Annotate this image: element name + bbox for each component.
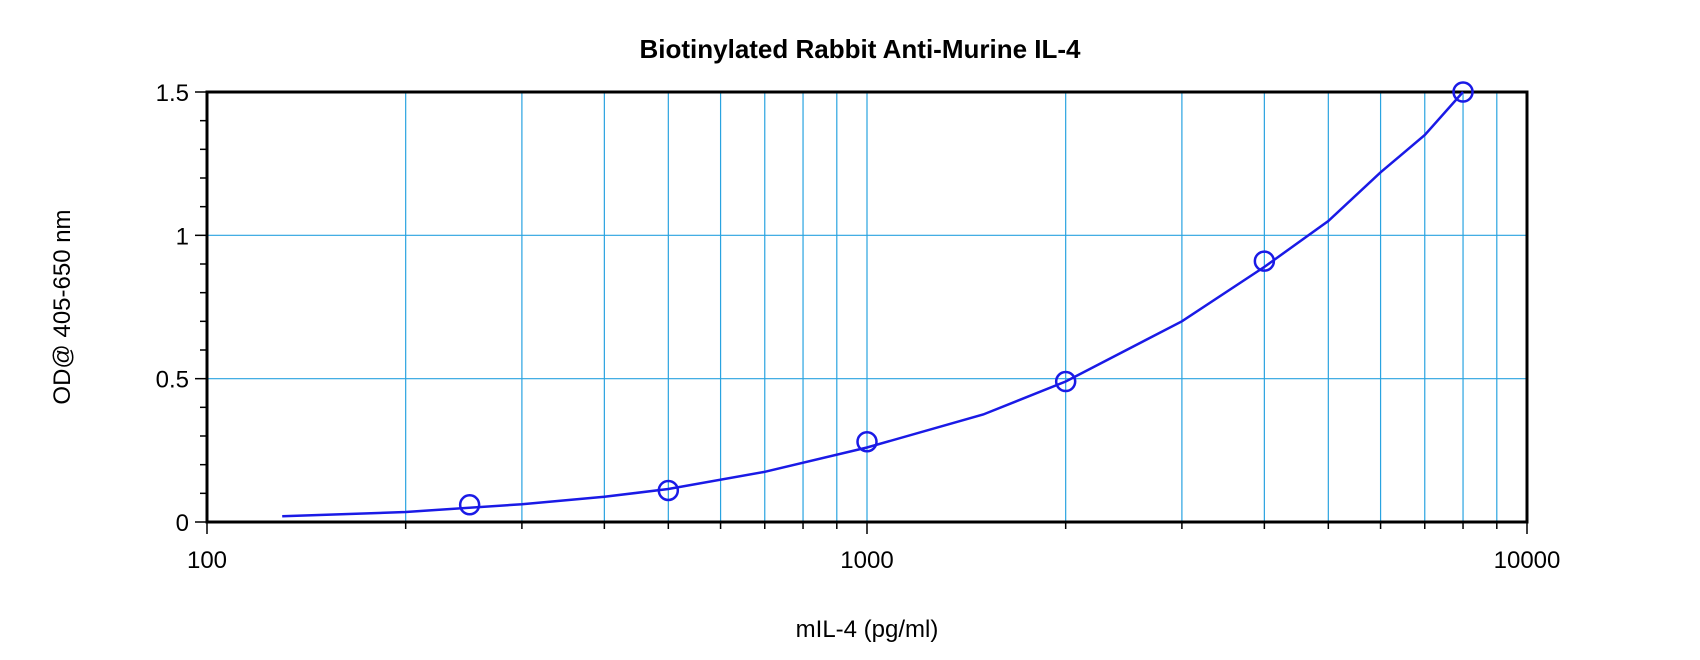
x-tick-label: 100 [187,547,227,574]
y-tick-label: 1 [176,223,189,250]
plot-frame [205,90,1529,524]
data-points [458,81,1474,516]
data-point [458,494,481,516]
y-tick-label: 1.5 [156,80,189,107]
x-tick-label: 1000 [840,547,893,574]
y-axis-label: OD@ 405-650 nm [49,209,76,404]
data-point [1452,81,1474,103]
data-point [1253,250,1276,272]
data-point [856,430,878,453]
grid [207,92,1527,522]
y-tick-label: 0.5 [156,367,189,394]
axis-ticks [195,91,1528,534]
x-tick-label: 10000 [1494,547,1561,574]
tick-labels: 0 0.5 1 1.5 100 1000 10000 [156,80,1561,574]
data-point [1054,370,1077,393]
data-point [657,479,680,502]
fit-curve [282,91,1464,518]
fit-curve-layer [282,91,1464,518]
x-axis-label: mIL-4 (pg/ml) [796,616,939,643]
chart-title: Biotinylated Rabbit Anti-Murine IL-4 [639,34,1081,64]
y-tick-label: 0 [176,510,189,537]
